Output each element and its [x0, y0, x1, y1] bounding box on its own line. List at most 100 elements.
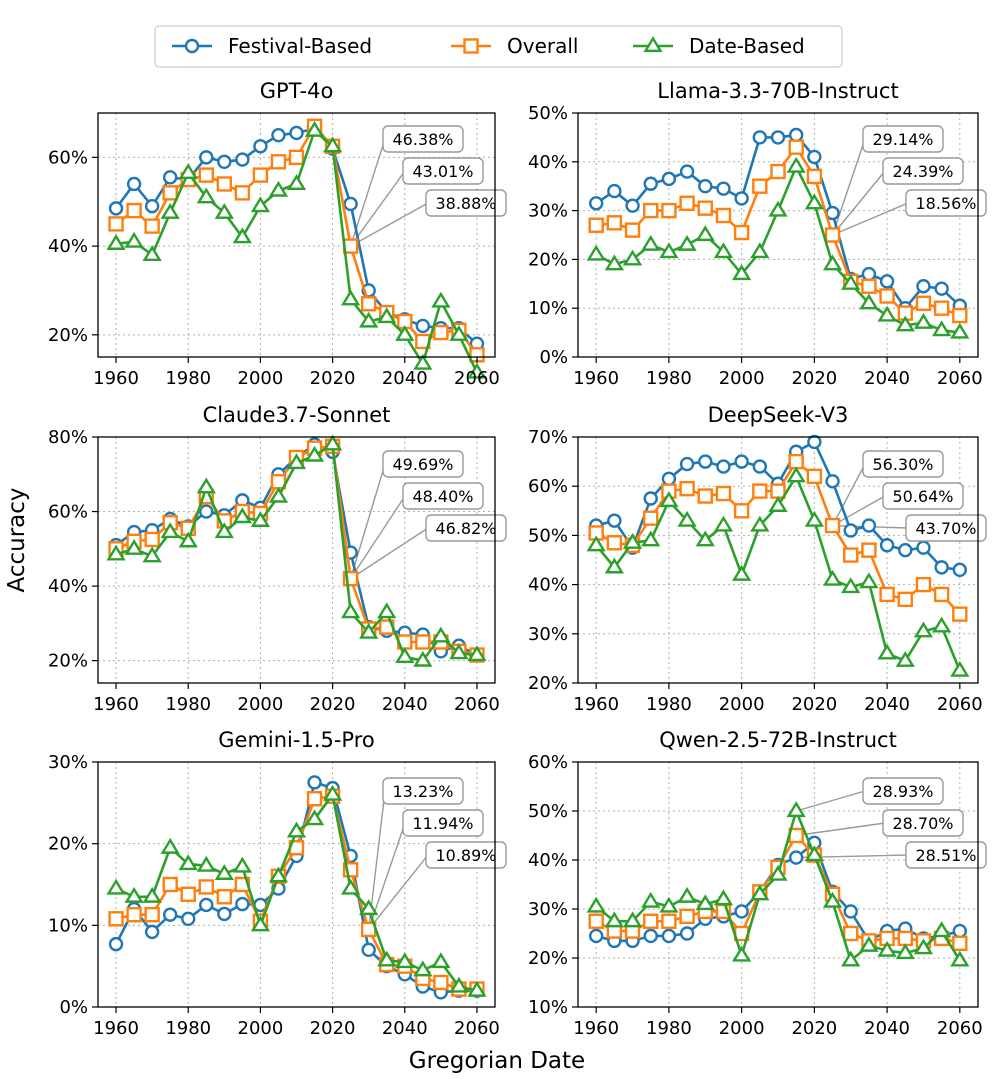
data-point-date-based [750, 242, 770, 259]
plot-frame [577, 436, 979, 684]
annotation-label: 28.70% [882, 809, 964, 837]
annotation-value: 28.51% [915, 846, 976, 865]
y-tick-label: 0% [59, 997, 88, 1018]
series-date-based [106, 784, 487, 997]
data-point-overall [679, 480, 695, 497]
y-tick-label: 40% [48, 236, 88, 257]
data-point-festival-based [752, 130, 768, 145]
panel-title: Claude3.7-Sonnet [203, 403, 391, 427]
data-point-festival-based [916, 540, 931, 555]
data-point-festival-based [235, 152, 250, 167]
data-point-date-based [859, 935, 879, 952]
data-point-overall [952, 606, 968, 622]
panel-gemini-1-5-pro: 13.23% 11.94% 10.89% 1960 1980 2000 2020 2040 20… [48, 728, 507, 1039]
data-point-date-based [586, 244, 606, 261]
data-point-date-based [822, 891, 843, 908]
data-point-festival-based [108, 936, 124, 952]
legend-marker-festival-based [184, 38, 200, 54]
annotation-label: 50.64% [882, 482, 964, 510]
data-point-overall [697, 200, 713, 216]
data-point-overall [788, 453, 804, 470]
data-point-festival-based [661, 171, 677, 187]
data-point-festival-based [144, 198, 160, 214]
data-point-overall [198, 167, 214, 183]
data-point-date-based [124, 231, 144, 248]
y-tick-label: 10% [48, 915, 88, 936]
annotation-box [425, 514, 507, 542]
annotation-box [862, 777, 944, 805]
data-point-date-based [659, 242, 679, 259]
annotation-label: 49.69% [382, 450, 464, 478]
data-point-festival-based [679, 164, 695, 179]
data-point-date-based [895, 315, 915, 332]
y-tick-label: 50% [528, 103, 568, 124]
data-point-overall [216, 889, 233, 905]
annotation-box [882, 482, 964, 510]
annotation-value: 29.14% [872, 130, 933, 149]
data-point-festival-based [698, 178, 713, 194]
data-point-festival-based [271, 127, 286, 143]
data-point-festival-based [716, 459, 731, 474]
data-point-festival-based [661, 471, 677, 487]
data-point-date-based [413, 960, 433, 977]
data-point-overall [952, 935, 968, 951]
x-tick-label: 2040 [864, 1018, 910, 1039]
data-point-festival-based [289, 125, 304, 141]
data-point-date-based [677, 886, 697, 903]
plot-frame [97, 436, 496, 684]
data-point-date-based [786, 156, 806, 173]
data-point-date-based [877, 940, 897, 957]
annotation-leader [350, 527, 429, 580]
annotation-value: 50.64% [892, 487, 953, 506]
y-tick-label: 50% [528, 801, 568, 822]
plot-frame [97, 112, 496, 358]
data-point-date-based [467, 645, 487, 662]
legend-item-overall: Overall [451, 34, 578, 58]
data-point-festival-based [108, 201, 124, 216]
data-point-date-based [622, 249, 643, 266]
data-point-date-based [786, 801, 806, 818]
annotation-box [862, 450, 944, 478]
annotation-box [402, 157, 484, 185]
y-tick-label: 10% [528, 298, 568, 319]
annotation-leader [831, 463, 866, 526]
data-point-date-based [322, 136, 343, 153]
data-point-overall [697, 488, 713, 504]
data-point-overall [915, 295, 932, 312]
data-point-date-based [822, 569, 843, 586]
data-point-date-based [641, 234, 661, 251]
data-point-overall [180, 886, 196, 902]
data-point-date-based [359, 311, 379, 328]
data-point-date-based [604, 254, 624, 271]
data-point-overall [824, 227, 841, 243]
chart-panels: 46.38% 43.01% 38.88% 1960 1980 2000 2020 2040 20… [48, 79, 987, 1039]
data-point-overall [733, 224, 750, 241]
data-point-festival-based [643, 491, 658, 506]
data-point-date-based [304, 120, 325, 137]
legend-frame [154, 25, 843, 68]
data-point-overall [806, 468, 823, 485]
data-point-festival-based [217, 906, 232, 922]
annotation-box [905, 514, 987, 542]
annotation-label: 28.93% [862, 777, 944, 805]
annotation-label: 56.30% [862, 450, 944, 478]
y-tick-label: 10% [528, 997, 568, 1018]
annotation-value: 28.93% [872, 782, 933, 801]
x-tick-label: 1980 [646, 1018, 692, 1039]
x-axis-label: Gregorian Date [409, 1048, 585, 1074]
data-point-festival-based [199, 150, 214, 165]
data-point-date-based [913, 621, 934, 638]
annotation-value: 43.70% [915, 519, 976, 538]
data-point-date-based [822, 254, 843, 271]
y-tick-label: 20% [528, 249, 568, 270]
data-point-date-based [359, 622, 379, 639]
data-point-overall [879, 586, 895, 603]
x-tick-label: 2040 [382, 1018, 428, 1039]
y-axis-label: Accuracy [4, 487, 30, 592]
data-point-overall [588, 913, 604, 929]
data-point-overall [897, 591, 913, 608]
annotations [347, 138, 429, 250]
data-point-overall [108, 216, 124, 232]
annotation-value: 46.82% [435, 519, 496, 538]
